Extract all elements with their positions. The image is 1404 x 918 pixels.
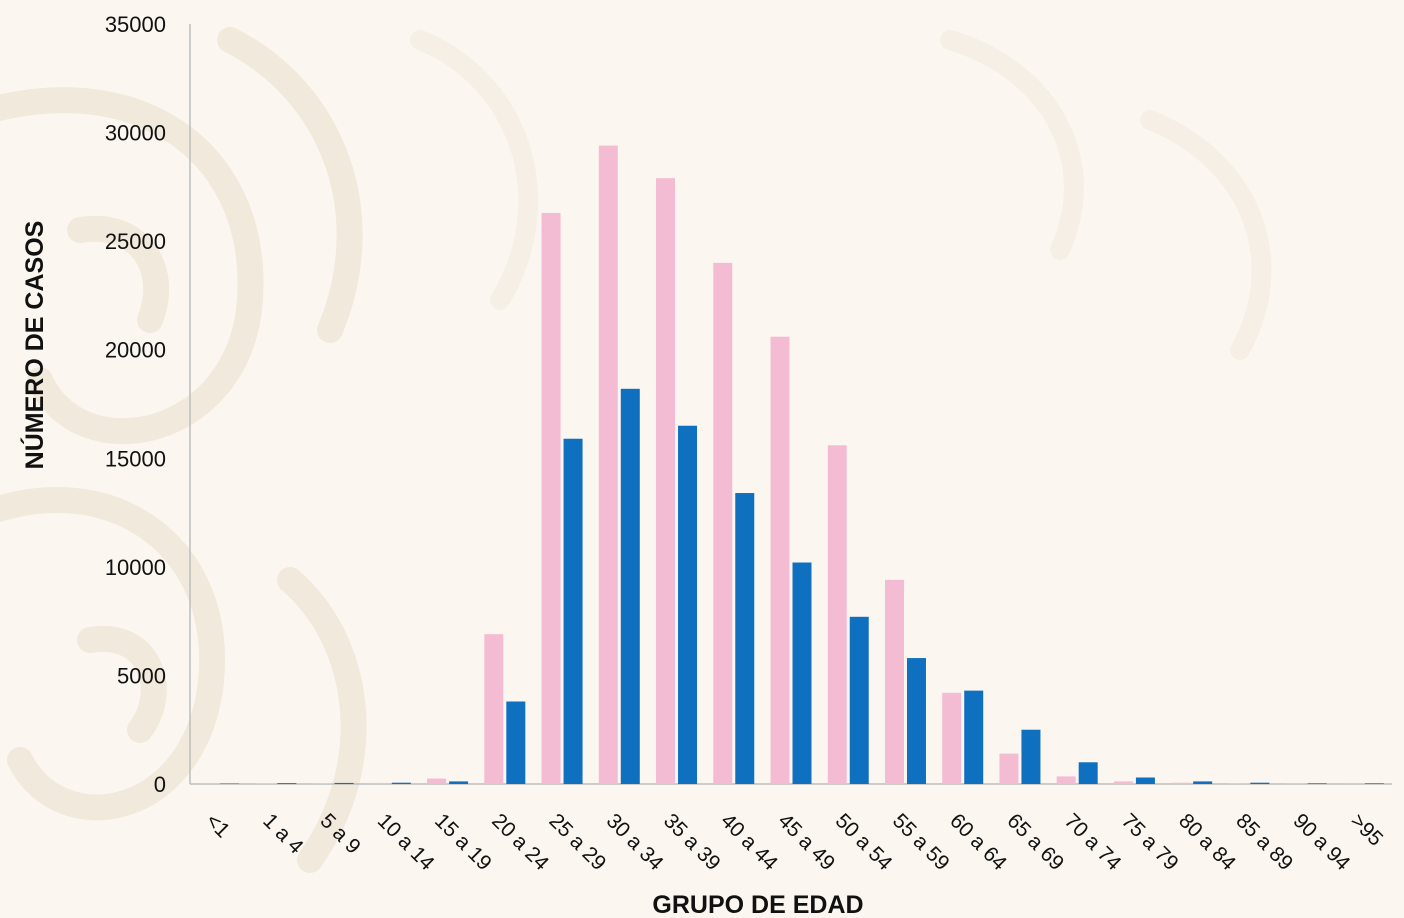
bar-series-2 [678, 425, 698, 784]
y-tick-label: 15000 [105, 446, 166, 471]
bar-series-1 [999, 753, 1019, 784]
bar-series-2 [391, 782, 411, 784]
bar-series-1 [427, 778, 447, 784]
bar-series-1 [656, 178, 676, 784]
y-tick-label: 30000 [105, 121, 166, 146]
bar-series-1 [1171, 782, 1191, 784]
bar-series-1 [713, 262, 733, 784]
y-tick-label: 20000 [105, 338, 166, 363]
bar-series-2 [964, 690, 984, 784]
bar-series-2 [449, 781, 469, 784]
bar-series-2 [906, 658, 926, 784]
bar-series-2 [1250, 782, 1270, 784]
x-tick-label: 80 a 84 [1174, 809, 1240, 875]
x-tick-label: 10 a 14 [373, 809, 439, 875]
bar-series-1 [312, 783, 332, 784]
bar-series-2 [1364, 783, 1384, 784]
bar-series-1 [1056, 776, 1076, 784]
bar-series-2 [563, 438, 583, 784]
y-axis: 0 5000 10000 15000 20000 25000 30000 35000 [105, 12, 191, 797]
bar-series-2 [277, 783, 297, 784]
bars [198, 145, 1384, 785]
bar-series-1 [884, 579, 904, 784]
bar-series-1 [1113, 781, 1133, 784]
y-tick-label: 35000 [105, 12, 166, 37]
bar-series-2 [1307, 783, 1327, 784]
bar-series-2 [849, 616, 869, 784]
x-tick-label: 1 a 4 [258, 809, 308, 859]
bar-series-1 [598, 145, 618, 785]
x-tick-label: 70 a 74 [1060, 809, 1126, 875]
bar-series-2 [792, 562, 812, 784]
bar-series-1 [827, 445, 847, 784]
x-tick-label: >95 [1346, 809, 1387, 850]
bar-series-2 [1193, 781, 1213, 784]
y-tick-label: 25000 [105, 229, 166, 254]
x-tick-label: 25 a 29 [545, 809, 611, 875]
bar-series-2 [735, 493, 755, 784]
x-tick-label: 75 a 79 [1117, 809, 1183, 875]
bar-series-2 [506, 701, 526, 784]
bar-series-2 [620, 388, 640, 784]
x-axis-title: GRUPO DE EDAD [652, 891, 863, 918]
y-axis-title: NÚMERO DE CASOS [19, 221, 49, 470]
x-tick-label: 40 a 44 [716, 809, 782, 875]
bar-series-1 [541, 212, 561, 784]
bar-series-1 [770, 336, 790, 784]
x-tick-label: 90 a 94 [1289, 809, 1355, 875]
bar-series-1 [1228, 783, 1248, 784]
bar-series-2 [1135, 777, 1155, 784]
x-tick-label: <1 [201, 809, 234, 842]
bar-series-1 [942, 692, 962, 784]
bar-series-2 [1021, 729, 1041, 784]
y-tick-label: 10000 [105, 555, 166, 580]
x-tick-label: 5 a 9 [316, 809, 365, 858]
bar-series-2 [334, 782, 354, 784]
x-tick-label: 65 a 69 [1002, 809, 1068, 875]
bar-series-1 [484, 634, 504, 784]
x-tick-label: 55 a 59 [888, 809, 954, 875]
x-tick-label: 30 a 34 [602, 809, 668, 875]
bar-series-2 [1078, 762, 1098, 784]
x-tick-label: 20 a 24 [487, 809, 553, 875]
y-tick-label: 5000 [117, 663, 166, 688]
x-tick-label: 15 a 19 [430, 809, 496, 875]
x-tick-label: 85 a 89 [1231, 809, 1297, 875]
y-tick-label: 0 [154, 772, 166, 797]
bar-series-1 [369, 782, 389, 784]
x-tick-label: 45 a 49 [773, 809, 839, 875]
x-tick-label: 60 a 64 [945, 809, 1011, 875]
x-tick-label: 35 a 39 [659, 809, 725, 875]
x-tick-label: 50 a 54 [831, 809, 897, 875]
